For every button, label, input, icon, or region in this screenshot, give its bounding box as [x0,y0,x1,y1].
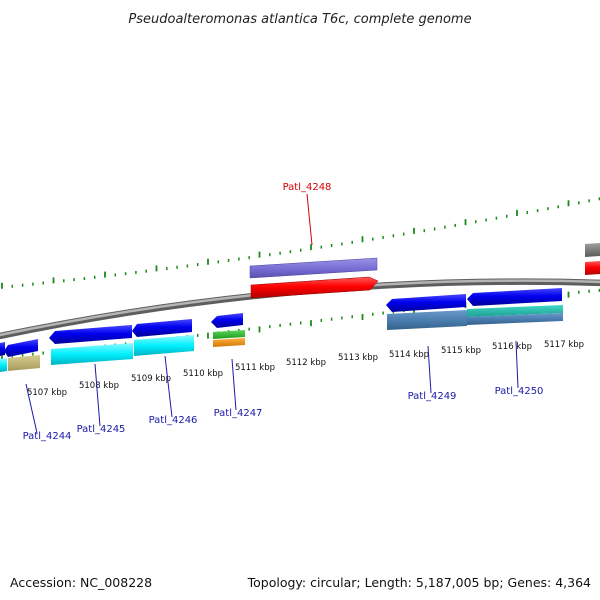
coordinate-label: 5116 kbp [492,342,532,352]
patl-4248-forward-feature[interactable] [249,257,378,279]
upper-tick-track [1,197,600,289]
gene-label-leader [427,345,432,394]
patl-4250-gene-arrow[interactable] [467,288,562,306]
patl-4243-feature-cyan[interactable] [0,358,7,372]
gene-label-patl-4248[interactable]: Patl_4248 [283,182,332,193]
accession-text: Accession: NC_008228 [10,575,152,590]
patl-4247-gene-arrow[interactable] [211,313,243,328]
patl-4245-feature-cyan[interactable] [51,343,133,365]
coordinate-label: 5107 kbp [27,388,67,398]
reverse-strand-features [0,288,563,372]
coordinate-label: 5111 kbp [235,363,275,373]
gene-label-patl-4250[interactable]: Patl_4250 [495,386,544,397]
patl-4244-gene-arrow[interactable] [4,339,38,357]
forward-strand-features [249,243,600,299]
coordinate-label: 5112 kbp [286,358,326,368]
gene-label-leader [164,355,173,418]
gene-label-patl-4247[interactable]: Patl_4247 [214,408,263,419]
gene-label-leader [231,358,237,411]
genome-summary-text: Topology: circular; Length: 5,187,005 bp… [247,575,591,590]
gene-label-leader [25,383,38,434]
coordinate-label: 5115 kbp [441,346,481,356]
gene-label-leader [306,193,313,246]
coordinate-label: 5114 kbp [389,350,429,360]
gene-label-leader [515,340,519,389]
patl-4247-feature-green[interactable] [213,330,245,339]
patl-4244-feature-khaki[interactable] [8,355,40,371]
gene-label-patl-4246[interactable]: Patl_4246 [149,415,198,426]
gene-label-patl-4245[interactable]: Patl_4245 [77,424,126,435]
patl-4246-feature-cyan[interactable] [134,335,194,356]
coordinate-label: 5108 kbp [79,381,119,391]
patl-4247-feature-orange[interactable] [213,338,245,347]
next-gene-red-arrow[interactable] [585,261,600,275]
coordinate-label: 5117 kbp [544,340,584,350]
patl-4249-gene-arrow[interactable] [386,294,466,312]
coordinate-label: 5113 kbp [338,353,378,363]
gene-label-patl-4244[interactable]: Patl_4244 [23,431,72,442]
coordinate-label: 5109 kbp [131,374,171,384]
coordinate-labels: 5107 kbp 5108 kbp 5109 kbp 5110 kbp 5111 kbp… [27,340,584,398]
patl-4250-feature-steel[interactable] [467,313,563,325]
patl-4243-gene-arrow-edge[interactable] [0,342,5,356]
next-gene-gray-feature[interactable] [585,243,600,257]
gene-labels: Patl_4244 Patl_4245 Patl_4246 Patl_4247 Patl… [23,182,544,442]
patl-4249-feature-steel[interactable] [387,310,467,330]
patl-4246-gene-arrow[interactable] [132,319,192,337]
gene-label-patl-4249[interactable]: Patl_4249 [408,391,457,402]
patl-4245-gene-arrow[interactable] [49,325,132,344]
gene-label-leader [94,363,101,427]
coordinate-label: 5110 kbp [183,369,223,379]
patl-4248-gene-arrow[interactable] [250,276,379,299]
genome-title: Pseudoalteromonas atlantica T6c, complet… [128,12,471,27]
